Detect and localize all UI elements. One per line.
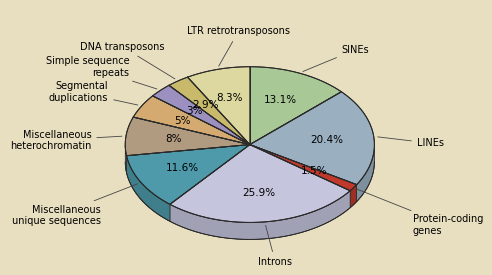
Text: DNA transposons: DNA transposons — [80, 42, 175, 79]
Polygon shape — [133, 96, 250, 145]
Text: 20.4%: 20.4% — [310, 135, 343, 145]
Text: Miscellaneous
unique sequences: Miscellaneous unique sequences — [12, 184, 137, 226]
Text: LTR retrotransposons: LTR retrotransposons — [187, 26, 290, 66]
Text: 25.9%: 25.9% — [243, 188, 276, 197]
Polygon shape — [250, 145, 350, 208]
Polygon shape — [357, 145, 374, 202]
Text: 5%: 5% — [175, 116, 191, 126]
Text: Introns: Introns — [258, 225, 292, 267]
Text: Simple sequence
repeats: Simple sequence repeats — [46, 56, 157, 89]
Text: Miscellaneous
heterochromatin: Miscellaneous heterochromatin — [10, 130, 122, 151]
Polygon shape — [350, 185, 357, 208]
Polygon shape — [187, 67, 250, 145]
Polygon shape — [126, 145, 250, 204]
Text: LINEs: LINEs — [378, 137, 444, 148]
Text: 8.3%: 8.3% — [216, 93, 243, 103]
Polygon shape — [125, 145, 126, 173]
Text: 3%: 3% — [186, 106, 203, 116]
Polygon shape — [170, 145, 250, 221]
Text: Segmental
duplications: Segmental duplications — [49, 81, 138, 105]
Text: Protein-coding
genes: Protein-coding genes — [357, 189, 483, 236]
Text: 13.1%: 13.1% — [264, 95, 297, 105]
Polygon shape — [250, 145, 357, 191]
Polygon shape — [153, 85, 250, 145]
Text: 8%: 8% — [165, 134, 181, 144]
Polygon shape — [250, 67, 341, 145]
Polygon shape — [170, 191, 350, 240]
Polygon shape — [126, 156, 170, 221]
Polygon shape — [126, 145, 250, 173]
Polygon shape — [126, 156, 170, 221]
Text: 2.9%: 2.9% — [192, 100, 218, 110]
Polygon shape — [169, 77, 250, 145]
Polygon shape — [170, 191, 350, 240]
Polygon shape — [170, 145, 350, 222]
Text: 1.5%: 1.5% — [301, 166, 327, 176]
Text: SINEs: SINEs — [303, 45, 369, 72]
Text: 11.6%: 11.6% — [166, 163, 199, 173]
Polygon shape — [250, 145, 357, 202]
Polygon shape — [350, 185, 357, 208]
Polygon shape — [125, 117, 250, 156]
Polygon shape — [250, 92, 374, 185]
Polygon shape — [125, 145, 126, 173]
Polygon shape — [357, 146, 374, 202]
